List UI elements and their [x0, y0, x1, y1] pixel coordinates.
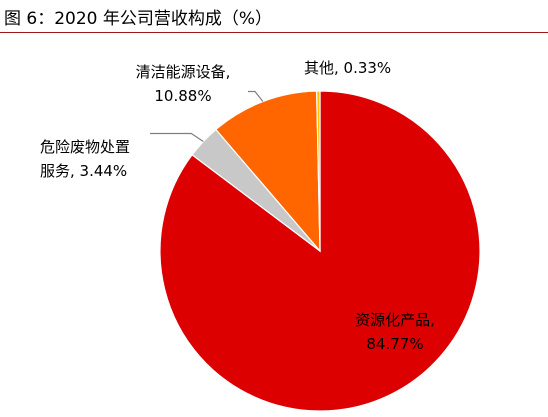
slice-label-hazardous-waste-line1: 危险废物处置 [40, 138, 131, 156]
slice-label-resource-products-value: 84.77% [366, 335, 424, 353]
pie-slice-clean-energy [215, 90, 321, 253]
slice-label-clean-energy-name: 清洁能源设备, [135, 63, 231, 81]
pie-slice-other [316, 90, 321, 252]
leader-line-hazardous-waste [150, 132, 204, 143]
slice-label-resource-products-name: 资源化产品, [355, 311, 435, 329]
slice-label-other: 其他, 0.33% [304, 56, 391, 80]
leader-line-clean-energy [248, 90, 264, 102]
slice-label-resource-products: 资源化产品, 84.77% [330, 308, 460, 356]
slice-label-clean-energy: 清洁能源设备, 10.88% [118, 60, 248, 108]
slice-label-hazardous-waste: 危险废物处置 服务, 3.44% [40, 135, 130, 183]
slice-label-hazardous-waste-line2: 服务, 3.44% [40, 162, 128, 180]
chart-title: 图 6：2020 年公司营收构成（%） [4, 9, 273, 29]
slice-label-other-text: 其他, 0.33% [304, 59, 392, 77]
slice-label-clean-energy-value: 10.88% [154, 87, 212, 105]
title-divider [0, 32, 548, 33]
